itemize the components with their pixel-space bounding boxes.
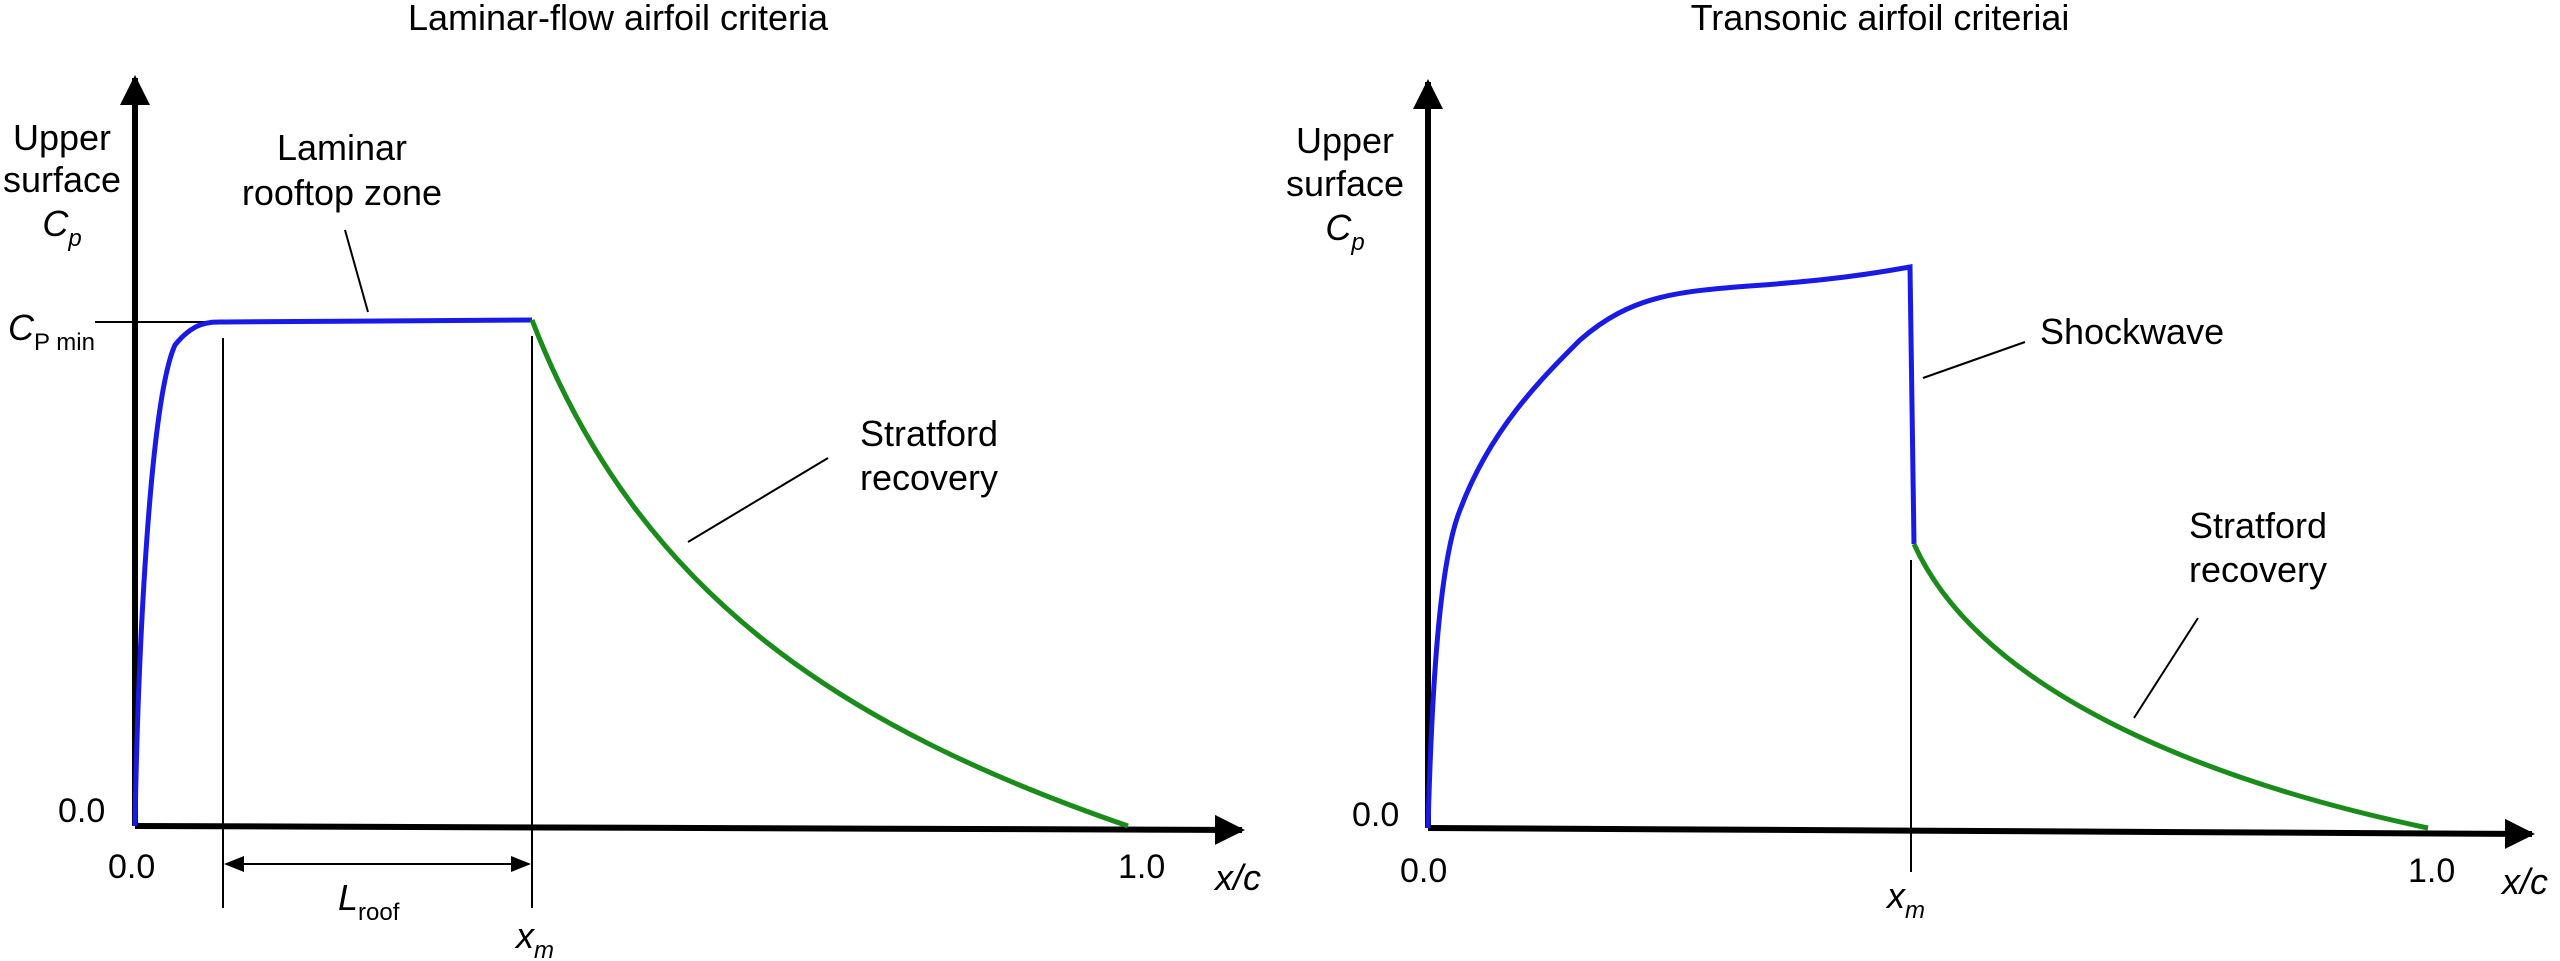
right-recovery-label-line2: recovery [2189,549,2327,590]
right-x-one-label: 1.0 [2408,852,2455,890]
left-cp-min-label: CP min [8,307,95,356]
right-shockwave-label: Shockwave [2040,311,2224,352]
right-cp-symbol: Cp [1325,207,1364,256]
right-y-axis-label-line1: Upper [1296,120,1394,161]
left-x-zero-label: 0.0 [108,848,155,886]
right-panel: Transonic airfoil criteriai Upper surfac… [1286,0,2548,924]
left-x-axis [134,814,1245,845]
left-laminar-curve [132,317,533,827]
left-panel: Laminar-flow airfoil criteria Upper surf… [3,0,1261,961]
left-recovery-leader [687,457,829,543]
left-rooftop-leader [344,229,369,313]
left-xm-label: xm [514,915,554,961]
right-xm-label: xm [1885,875,1925,924]
right-x-axis-label: x/c [2500,861,2548,902]
left-x-axis-label: x/c [1213,857,1261,898]
right-x-axis [1427,818,2535,849]
right-shockwave-leader [1922,341,2026,379]
right-panel-title: Transonic airfoil criteriai [1691,0,2070,38]
left-y-zero-label: 0.0 [58,792,105,830]
left-y-axis-label-line2: surface [3,159,121,200]
left-lroof-label: Lroof [338,877,400,926]
right-supersonic-curve [1425,264,1917,829]
right-recovery-curve [1911,542,2429,831]
left-cp-symbol: Cp [42,203,81,252]
left-rooftop-label-line2: rooftop zone [242,172,442,213]
left-x-one-label: 1.0 [1118,848,1165,886]
right-x-zero-label: 0.0 [1400,852,1447,890]
right-recovery-leader [2133,617,2199,719]
left-y-axis-label-line1: Upper [13,117,111,158]
right-y-zero-label: 0.0 [1352,796,1399,834]
left-recovery-curve [529,319,1129,829]
left-recovery-label-line2: recovery [860,457,998,498]
right-y-axis-label-line2: surface [1286,163,1404,204]
left-rooftop-label-line1: Laminar [277,127,407,168]
left-panel-title: Laminar-flow airfoil criteria [408,0,829,38]
right-recovery-label-line1: Stratford [2189,505,2327,546]
left-recovery-label-line1: Stratford [860,413,998,454]
